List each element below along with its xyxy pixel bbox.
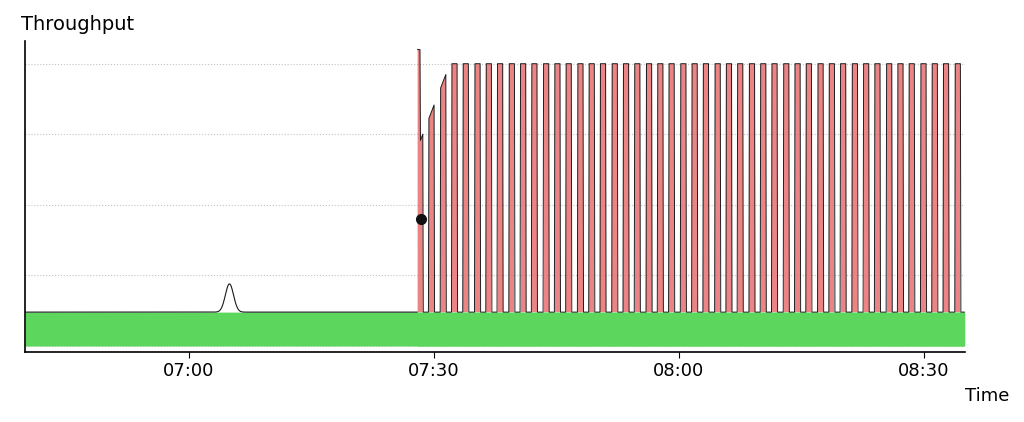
Text: Throughput: Throughput	[20, 15, 134, 34]
Text: Time: Time	[965, 387, 1009, 406]
